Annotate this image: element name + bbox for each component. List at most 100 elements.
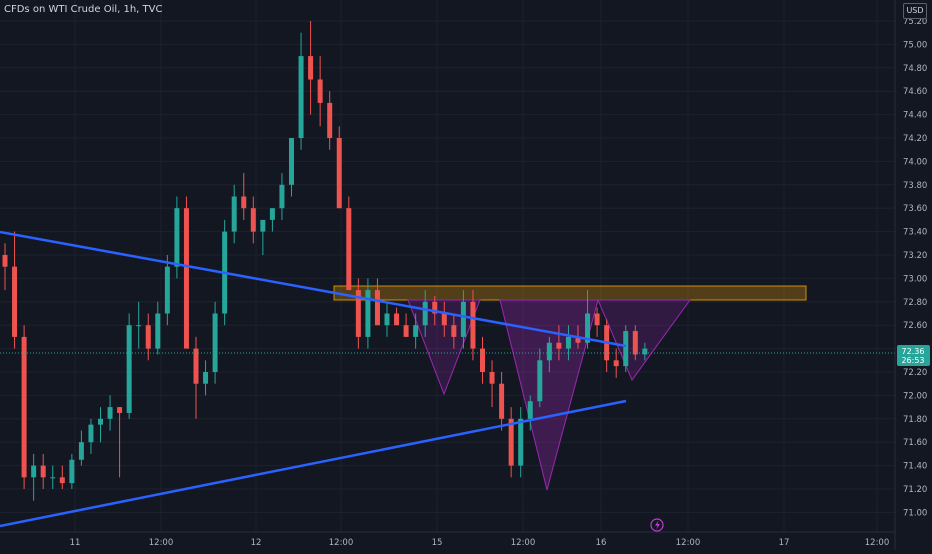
- candle[interactable]: [269, 208, 275, 232]
- candle[interactable]: [632, 325, 638, 361]
- candle[interactable]: [489, 360, 495, 408]
- candle[interactable]: [126, 313, 132, 419]
- candle[interactable]: [336, 126, 342, 209]
- candle[interactable]: [546, 336, 552, 372]
- candle-body: [585, 313, 591, 343]
- candle-body: [546, 342, 552, 361]
- candle[interactable]: [298, 32, 304, 150]
- time-tick-label: 12:00: [149, 538, 174, 548]
- candle[interactable]: [279, 173, 285, 220]
- candle[interactable]: [40, 453, 46, 489]
- candle[interactable]: [78, 430, 84, 466]
- candle[interactable]: [470, 290, 476, 361]
- candle-body: [355, 290, 361, 337]
- candle[interactable]: [155, 301, 161, 355]
- candle-body: [212, 313, 218, 372]
- candle[interactable]: [613, 348, 619, 378]
- candle[interactable]: [384, 301, 390, 337]
- candle[interactable]: [403, 313, 409, 337]
- candle[interactable]: [88, 418, 94, 454]
- candle[interactable]: [365, 278, 371, 349]
- candle[interactable]: [355, 278, 361, 349]
- candle[interactable]: [21, 325, 27, 489]
- lightning-icon[interactable]: [650, 518, 664, 532]
- candle[interactable]: [518, 407, 524, 478]
- candle[interactable]: [451, 313, 457, 349]
- candle[interactable]: [460, 290, 466, 349]
- candle[interactable]: [31, 453, 37, 501]
- candle[interactable]: [59, 465, 65, 489]
- drawings: [333, 285, 807, 491]
- candle[interactable]: [183, 196, 189, 349]
- candle-body: [31, 465, 37, 478]
- candle[interactable]: [594, 307, 600, 337]
- candle[interactable]: [346, 196, 352, 291]
- candle[interactable]: [413, 313, 419, 349]
- candle[interactable]: [241, 173, 247, 220]
- time-tick-label: 15: [432, 538, 443, 548]
- candle-body: [365, 290, 371, 337]
- candle[interactable]: [289, 138, 294, 197]
- candle[interactable]: [499, 372, 505, 431]
- currency-button[interactable]: USD: [903, 3, 927, 19]
- pattern-right-shoulder[interactable]: [597, 299, 691, 382]
- candle[interactable]: [623, 325, 629, 372]
- candle[interactable]: [2, 243, 8, 291]
- candle[interactable]: [174, 196, 180, 279]
- candle[interactable]: [50, 465, 56, 489]
- candle[interactable]: [308, 21, 314, 115]
- trendline-lower[interactable]: [0, 399, 627, 528]
- grid-lines: [0, 0, 895, 532]
- candle[interactable]: [394, 307, 400, 326]
- candle[interactable]: [69, 453, 75, 489]
- price-tick-label: 73.00: [903, 274, 927, 284]
- candle[interactable]: [317, 56, 323, 127]
- candle-body: [623, 331, 629, 367]
- candle[interactable]: [604, 319, 610, 372]
- candle[interactable]: [327, 91, 333, 150]
- resistance-zone[interactable]: [333, 285, 807, 301]
- candle-body: [98, 418, 103, 425]
- price-tick-label: 73.40: [903, 228, 927, 238]
- time-tick-label: 12:00: [865, 538, 890, 548]
- trendline-upper[interactable]: [0, 230, 627, 348]
- candle[interactable]: [107, 395, 113, 431]
- price-tick-label: 73.20: [903, 251, 927, 261]
- candle[interactable]: [556, 325, 562, 361]
- candle[interactable]: [231, 184, 237, 244]
- candle[interactable]: [164, 255, 170, 326]
- candle[interactable]: [565, 325, 571, 361]
- candle[interactable]: [508, 407, 514, 478]
- candle[interactable]: [203, 360, 209, 396]
- candle[interactable]: [250, 196, 256, 244]
- candle[interactable]: [136, 301, 142, 349]
- price-tick-label: 72.20: [903, 368, 927, 378]
- candle[interactable]: [260, 219, 266, 255]
- candle-body: [413, 325, 419, 337]
- candle[interactable]: [527, 395, 533, 431]
- candle[interactable]: [642, 342, 648, 361]
- candle-body: [460, 301, 466, 337]
- candle[interactable]: [441, 301, 447, 337]
- pattern-head[interactable]: [499, 299, 599, 491]
- time-tick-label: 12: [251, 538, 262, 548]
- candle[interactable]: [98, 407, 103, 443]
- candle[interactable]: [193, 336, 199, 419]
- candle-body: [241, 196, 247, 209]
- candle[interactable]: [117, 407, 123, 478]
- candle-body: [183, 208, 189, 349]
- candle-body: [250, 208, 256, 232]
- candle[interactable]: [212, 301, 218, 384]
- price-axis-bg[interactable]: [895, 0, 932, 550]
- candle-body: [40, 465, 46, 478]
- candle-body: [317, 79, 323, 103]
- candle[interactable]: [480, 336, 485, 384]
- candle[interactable]: [537, 348, 543, 408]
- candle[interactable]: [422, 290, 428, 337]
- candle[interactable]: [12, 231, 18, 349]
- candle-body: [136, 325, 142, 327]
- candle-body: [260, 219, 266, 232]
- candle[interactable]: [145, 313, 151, 361]
